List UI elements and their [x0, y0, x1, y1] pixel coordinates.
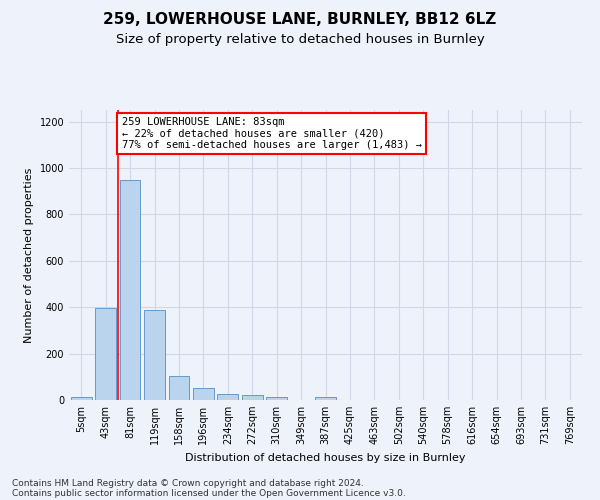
Bar: [217, 394, 238, 400]
Bar: [169, 376, 190, 400]
Bar: [193, 388, 214, 400]
Bar: [242, 396, 263, 400]
Bar: [315, 397, 336, 400]
Text: 259, LOWERHOUSE LANE, BURNLEY, BB12 6LZ: 259, LOWERHOUSE LANE, BURNLEY, BB12 6LZ: [103, 12, 497, 28]
Bar: [266, 397, 287, 400]
Text: 259 LOWERHOUSE LANE: 83sqm
← 22% of detached houses are smaller (420)
77% of sem: 259 LOWERHOUSE LANE: 83sqm ← 22% of deta…: [122, 117, 422, 150]
Bar: [95, 308, 116, 400]
X-axis label: Distribution of detached houses by size in Burnley: Distribution of detached houses by size …: [185, 452, 466, 462]
Text: Contains public sector information licensed under the Open Government Licence v3: Contains public sector information licen…: [12, 488, 406, 498]
Bar: [119, 180, 140, 400]
Bar: [71, 396, 92, 400]
Bar: [144, 310, 165, 400]
Text: Contains HM Land Registry data © Crown copyright and database right 2024.: Contains HM Land Registry data © Crown c…: [12, 478, 364, 488]
Y-axis label: Number of detached properties: Number of detached properties: [24, 168, 34, 342]
Text: Size of property relative to detached houses in Burnley: Size of property relative to detached ho…: [116, 32, 484, 46]
